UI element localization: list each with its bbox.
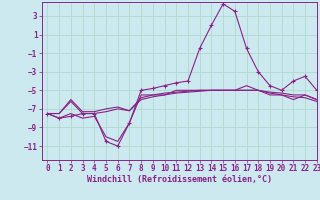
X-axis label: Windchill (Refroidissement éolien,°C): Windchill (Refroidissement éolien,°C) xyxy=(87,175,272,184)
